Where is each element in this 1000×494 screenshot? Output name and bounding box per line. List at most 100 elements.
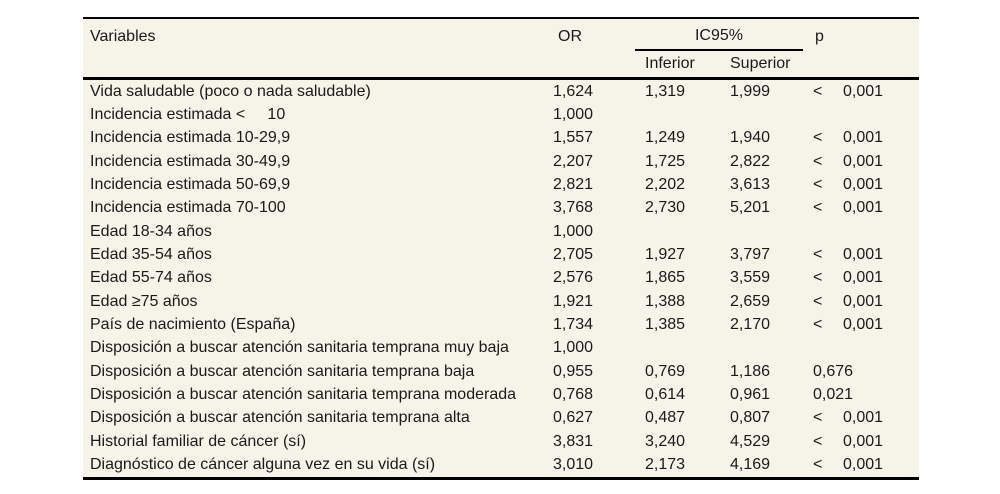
or-cell: 1,000 [553, 106, 594, 124]
or-cell: 2,705 [553, 246, 594, 264]
p-value: 0,001 [843, 456, 884, 474]
or-cell: 2,207 [553, 152, 594, 170]
or-cell: 3,831 [553, 432, 594, 450]
variable-cell: Incidencia estimada 30-49,9 [90, 152, 291, 170]
p-cell: <0,001 [813, 433, 919, 451]
table-row: Incidencia estimada < 10 1,000 [83, 103, 919, 126]
variable-cell: Diagnóstico de cáncer alguna vez en su v… [90, 456, 436, 474]
superior-cell: 3,797 [730, 246, 771, 264]
p-cell: 0,021 [813, 386, 919, 404]
p-less-than-sign: < [813, 199, 823, 217]
or-cell: 0,627 [553, 409, 594, 427]
col-header-or: OR [558, 27, 582, 45]
variable-cell: Incidencia estimada < 10 [90, 106, 286, 124]
p-cell: <0,001 [813, 83, 919, 101]
or-cell: 1,734 [553, 316, 594, 334]
table-row: Disposición a buscar atención sanitaria … [83, 360, 919, 383]
col-header-superior: Superior [730, 55, 791, 72]
col-header-inferior: Inferior [645, 55, 695, 72]
table-row: Disposición a buscar atención sanitaria … [83, 407, 919, 430]
p-value: 0,001 [843, 82, 884, 100]
table-row: Incidencia estimada 50-69,9 2,821 2,202 … [83, 173, 919, 196]
p-value: 0,001 [843, 316, 884, 334]
variable-cell: Incidencia estimada 70-100 [90, 199, 286, 217]
p-value: 0,001 [843, 176, 884, 194]
p-less-than-sign: < [813, 432, 823, 450]
or-cell: 1,624 [553, 82, 594, 100]
p-less-than-sign: < [813, 269, 823, 287]
regression-results-table: Variables OR IC95% p Inferior Superior V… [83, 17, 919, 480]
or-cell: 2,821 [553, 176, 594, 194]
inferior-cell: 1,319 [645, 82, 686, 100]
p-cell: <0,001 [813, 456, 919, 474]
or-cell: 1,000 [553, 339, 594, 357]
or-cell: 1,921 [553, 292, 594, 310]
header-row-main: Variables OR IC95% p [83, 22, 919, 51]
variable-cell: Vida saludable (poco o nada saludable) [90, 82, 371, 100]
or-cell: 0,955 [553, 362, 594, 380]
variable-cell: Historial familiar de cáncer (sí) [90, 432, 307, 450]
superior-cell: 4,169 [730, 456, 771, 474]
table-row: Edad 35-54 años 2,705 1,927 3,797 <0,001 [83, 243, 919, 266]
p-cell: <0,001 [813, 316, 919, 334]
col-header-variables: Variables [90, 27, 156, 45]
variable-cell: Incidencia estimada 50-69,9 [90, 176, 291, 194]
superior-cell: 2,822 [730, 152, 771, 170]
p-less-than-sign: < [813, 176, 823, 194]
superior-cell: 3,613 [730, 176, 771, 194]
inferior-cell: 3,240 [645, 432, 686, 450]
p-value: 0,001 [843, 152, 884, 170]
table-body: Vida saludable (poco o nada saludable) 1… [83, 80, 919, 477]
or-cell: 2,576 [553, 269, 594, 287]
p-value: 0,001 [843, 432, 884, 450]
variable-cell: Edad 35-54 años [90, 246, 212, 264]
superior-cell: 1,940 [730, 129, 771, 147]
table-row: Diagnóstico de cáncer alguna vez en su v… [83, 454, 919, 477]
variable-cell: Disposición a buscar atención sanitaria … [90, 362, 475, 380]
variable-cell: Disposición a buscar atención sanitaria … [90, 339, 509, 357]
p-cell: <0,001 [813, 153, 919, 171]
p-cell: <0,001 [813, 293, 919, 311]
or-cell: 0,768 [553, 386, 594, 404]
p-less-than-sign: < [813, 152, 823, 170]
p-cell: <0,001 [813, 199, 919, 217]
p-less-than-sign: < [813, 82, 823, 100]
inferior-cell: 0,487 [645, 409, 686, 427]
p-value: 0,001 [843, 199, 884, 217]
table-row: País de nacimiento (España) 1,734 1,385 … [83, 313, 919, 336]
superior-cell: 0,961 [730, 386, 771, 404]
p-less-than-sign: < [813, 409, 823, 427]
table-row: Incidencia estimada 10-29,9 1,557 1,249 … [83, 127, 919, 150]
inferior-cell: 1,725 [645, 152, 686, 170]
p-value: 0,001 [843, 292, 884, 310]
table-row: Historial familiar de cáncer (sí) 3,831 … [83, 430, 919, 453]
superior-cell: 5,201 [730, 199, 771, 217]
p-less-than-sign: < [813, 129, 823, 147]
table-row: Edad 55-74 años 2,576 1,865 3,559 <0,001 [83, 267, 919, 290]
p-value: 0,001 [843, 246, 884, 264]
table-row: Disposición a buscar atención sanitaria … [83, 383, 919, 406]
superior-cell: 0,807 [730, 409, 771, 427]
p-less-than-sign: < [813, 292, 823, 310]
inferior-cell: 1,927 [645, 246, 686, 264]
inferior-cell: 1,865 [645, 269, 686, 287]
inferior-cell: 1,385 [645, 316, 686, 334]
p-value: 0,001 [843, 129, 884, 147]
variable-cell: Edad ≥75 años [90, 292, 198, 310]
table-row: Incidencia estimada 70-100 3,768 2,730 5… [83, 197, 919, 220]
variable-cell: País de nacimiento (España) [90, 316, 296, 334]
table-row: Vida saludable (poco o nada saludable) 1… [83, 80, 919, 103]
variable-cell: Edad 55-74 años [90, 269, 212, 287]
inferior-cell: 0,614 [645, 386, 686, 404]
table-header: Variables OR IC95% p Inferior Superior [83, 19, 919, 80]
header-row-sub: Inferior Superior [83, 51, 919, 77]
p-less-than-sign: < [813, 316, 823, 334]
variable-cell: Disposición a buscar atención sanitaria … [90, 386, 517, 404]
table-row: Incidencia estimada 30-49,9 2,207 1,725 … [83, 150, 919, 173]
col-header-p: p [815, 27, 824, 45]
p-cell: <0,001 [813, 269, 919, 287]
inferior-cell: 1,388 [645, 292, 686, 310]
p-cell: <0,001 [813, 409, 919, 427]
col-header-ic95-group: IC95% [635, 22, 803, 51]
or-cell: 3,010 [553, 456, 594, 474]
